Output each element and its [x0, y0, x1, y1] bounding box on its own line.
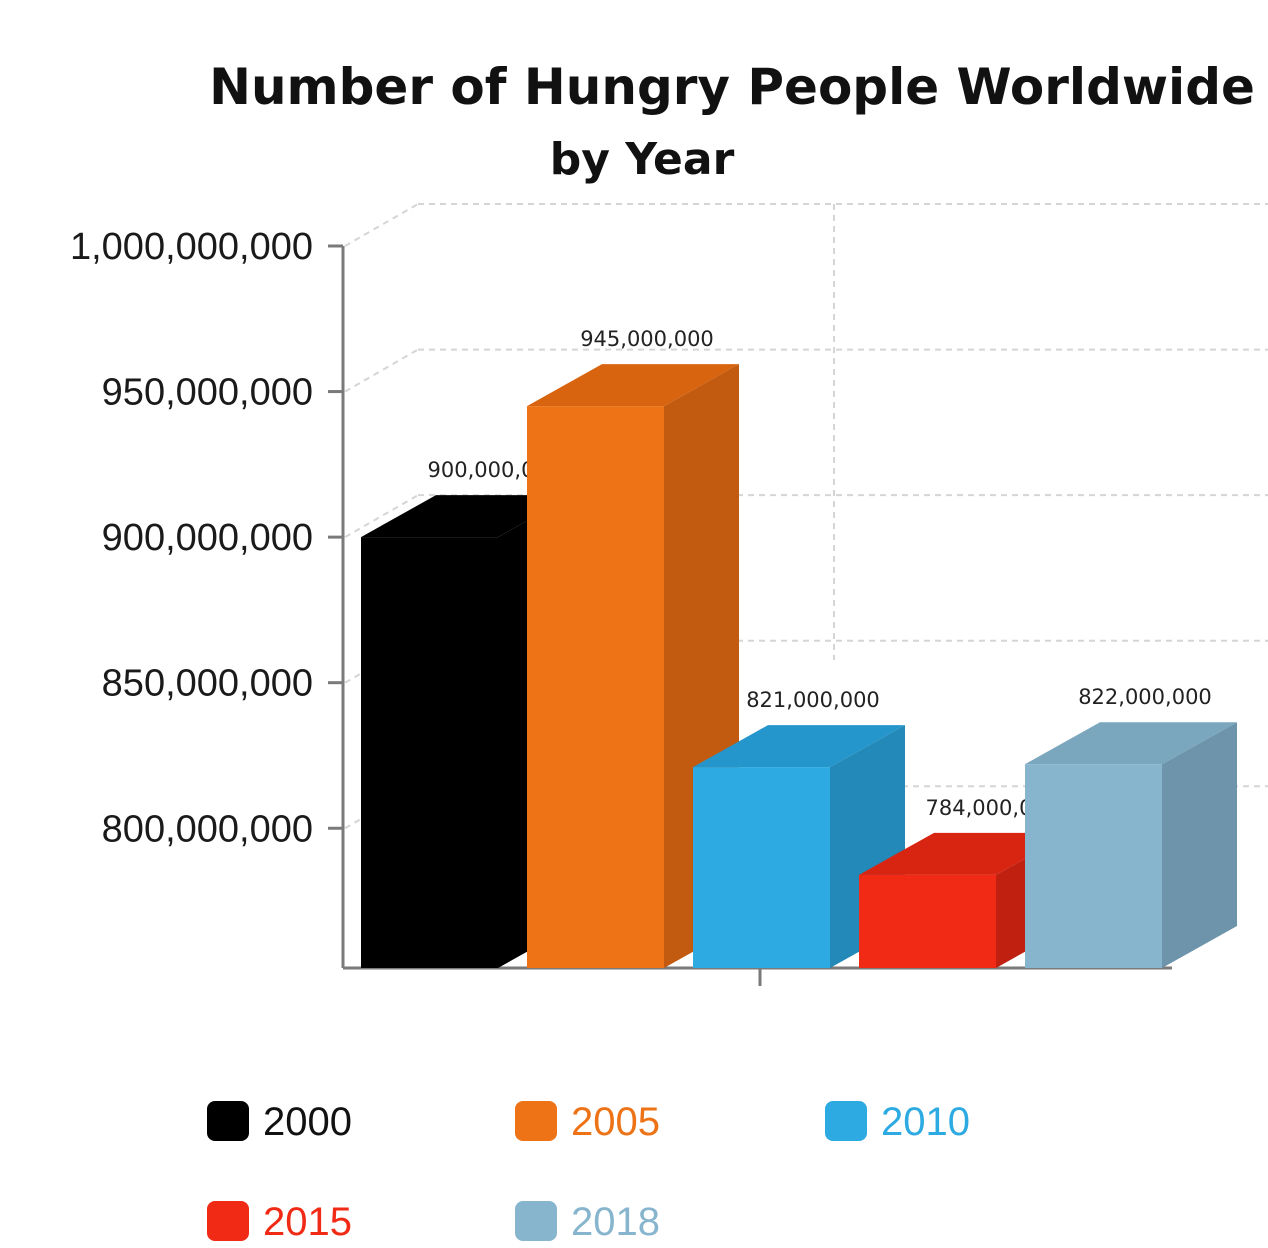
bar-top — [859, 832, 1071, 875]
legend-item-2018: 2018 — [515, 1200, 660, 1244]
bar-front — [361, 537, 498, 968]
gridline-diagonal — [344, 348, 419, 393]
legend-item-2005: 2005 — [515, 1100, 660, 1144]
y-tick-label: 850,000,000 — [102, 663, 313, 705]
data-labels: 900,000,0 945,000,000 821,000,000 784,000,0… — [428, 327, 1212, 820]
legend-label: 2005 — [571, 1100, 660, 1144]
bar-front — [859, 874, 996, 968]
legend-item-2010: 2010 — [825, 1100, 970, 1144]
bar-front — [1025, 764, 1162, 968]
y-tick-label: 800,000,000 — [102, 808, 313, 850]
legend-label: 2000 — [263, 1100, 352, 1144]
y-tick-label: 950,000,000 — [102, 372, 313, 414]
legend-swatch — [825, 1101, 867, 1141]
bar-2018 — [1025, 722, 1237, 968]
legend-swatch — [515, 1101, 557, 1141]
bar-top — [693, 725, 905, 768]
data-label-2010: 821,000,000 — [746, 688, 880, 712]
data-label-2015: 784,000,0 — [926, 796, 1033, 820]
y-axis-ticks: 1,000,000,000 950,000,000 900,000,000 850,0… — [70, 226, 343, 850]
gridline-diagonal — [344, 203, 419, 247]
y-tick-label: 900,000,000 — [102, 517, 313, 559]
gridline-diagonal — [344, 494, 419, 538]
bar-side — [1162, 722, 1237, 968]
y-tick-label: 1,000,000,000 — [70, 226, 313, 268]
bar-top — [527, 364, 739, 407]
legend-label: 2018 — [571, 1200, 660, 1244]
data-label-2005: 945,000,000 — [580, 327, 714, 351]
bar-top — [361, 495, 573, 538]
legend: 2000 2005 2010 2015 2018 — [207, 1100, 970, 1244]
bar-2005 — [527, 364, 739, 968]
legend-swatch — [515, 1201, 557, 1241]
legend-label: 2010 — [881, 1100, 970, 1144]
bar-top — [1025, 722, 1237, 765]
data-label-2018: 822,000,000 — [1078, 685, 1212, 709]
legend-item-2015: 2015 — [207, 1200, 352, 1244]
chart-subtitle: by Year — [550, 134, 735, 185]
bars — [361, 364, 1237, 968]
chart-title: Number of Hungry People Worldwide — [209, 58, 1255, 116]
bar-front — [527, 406, 664, 968]
legend-item-2000: 2000 — [207, 1100, 352, 1144]
legend-swatch — [207, 1201, 249, 1241]
legend-label: 2015 — [263, 1200, 352, 1244]
legend-swatch — [207, 1101, 249, 1141]
bar-front — [693, 767, 830, 968]
data-label-2000: 900,000,0 — [428, 458, 535, 482]
